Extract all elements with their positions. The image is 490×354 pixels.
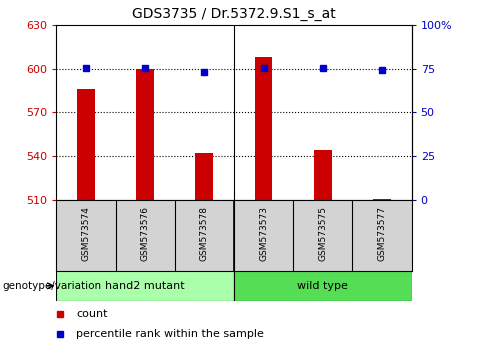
Text: wild type: wild type bbox=[297, 281, 348, 291]
Text: GSM573573: GSM573573 bbox=[259, 206, 268, 261]
Text: GSM573576: GSM573576 bbox=[141, 206, 149, 261]
Bar bbox=[255, 57, 272, 200]
Bar bbox=[234, 271, 412, 301]
Text: count: count bbox=[76, 309, 107, 319]
Bar bbox=[314, 150, 332, 200]
Text: percentile rank within the sample: percentile rank within the sample bbox=[76, 329, 264, 339]
Text: hand2 mutant: hand2 mutant bbox=[105, 281, 185, 291]
Bar bbox=[77, 89, 95, 200]
Text: GSM573575: GSM573575 bbox=[318, 206, 327, 261]
Text: GSM573578: GSM573578 bbox=[200, 206, 209, 261]
Text: genotype/variation: genotype/variation bbox=[2, 281, 101, 291]
Title: GDS3735 / Dr.5372.9.S1_s_at: GDS3735 / Dr.5372.9.S1_s_at bbox=[132, 7, 336, 21]
Text: GSM573574: GSM573574 bbox=[81, 206, 91, 261]
Bar bbox=[56, 271, 234, 301]
Text: GSM573577: GSM573577 bbox=[377, 206, 387, 261]
Bar bbox=[373, 199, 391, 200]
Bar bbox=[136, 69, 154, 200]
Bar bbox=[196, 153, 213, 200]
